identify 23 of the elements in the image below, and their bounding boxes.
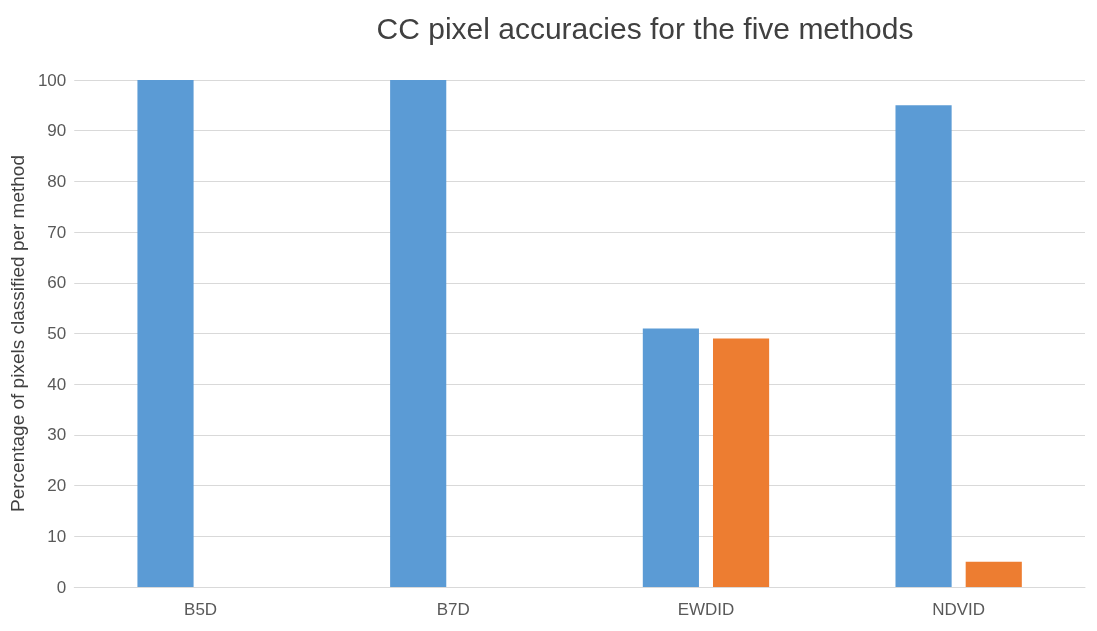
x-tick-label: B5D <box>184 600 218 619</box>
y-tick-label: 0 <box>56 577 67 597</box>
y-tick-label: 50 <box>47 324 67 343</box>
chart-title: CC pixel accuracies for the five methods <box>376 11 914 45</box>
y-tick-label: 60 <box>47 273 67 293</box>
y-tick-label: 20 <box>47 476 67 496</box>
y-tick-label: 100 <box>37 70 67 90</box>
y-tick-label: 70 <box>47 222 67 242</box>
bar <box>895 105 952 587</box>
bar <box>137 80 194 587</box>
x-tick-label: NDVID <box>932 600 986 619</box>
y-tick-label: 90 <box>47 121 67 141</box>
bar <box>390 80 447 587</box>
x-tick-label: EWDID <box>677 600 735 619</box>
x-tick-label: B7D <box>436 600 470 619</box>
y-tick-label: 30 <box>47 425 67 445</box>
y-tick-label: 10 <box>47 526 67 546</box>
y-tick-label: 40 <box>47 374 67 394</box>
y-tick-label: 80 <box>47 171 67 191</box>
bar <box>642 328 699 587</box>
bar <box>965 561 1022 587</box>
y-axis-title: Percentage of pixels classified per method <box>7 155 28 512</box>
bar <box>712 338 770 587</box>
